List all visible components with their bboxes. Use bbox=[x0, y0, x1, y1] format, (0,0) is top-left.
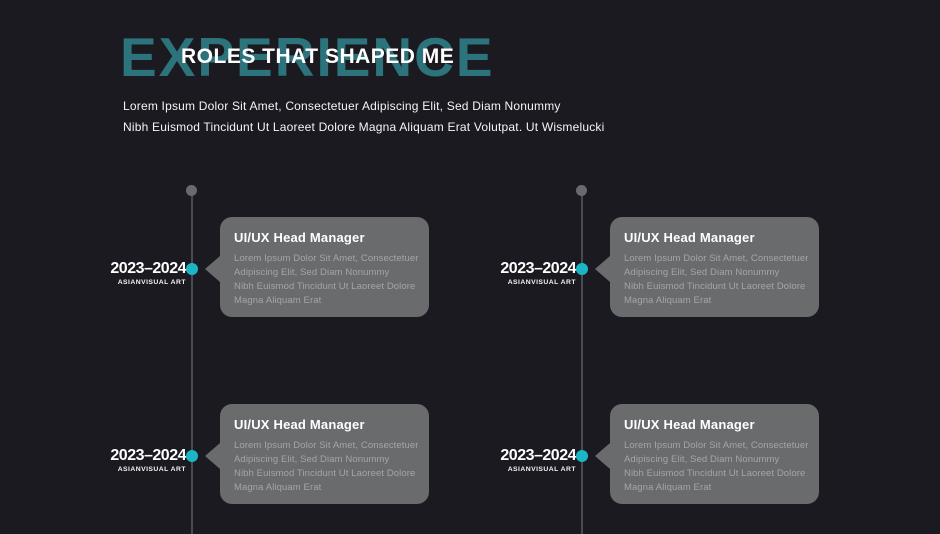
card-body-line: Nibh Euismod Tincidunt Ut Laoreet Dolore bbox=[624, 281, 806, 292]
entry-date-block: 2023–2024 ASIANVISUAL ART bbox=[36, 447, 186, 474]
card-title: UI/UX Head Manager bbox=[234, 230, 365, 245]
card-body-line: Adipiscing Elit, Sed Diam Nonummy bbox=[624, 267, 780, 278]
card-body-line: Lorem Ipsum Dolor Sit Amet, Consectetuer bbox=[234, 253, 419, 264]
entry-date-block: 2023–2024 ASIANVISUAL ART bbox=[426, 447, 576, 474]
card-body-line: Adipiscing Elit, Sed Diam Nonummy bbox=[234, 267, 390, 278]
timeline-start-dot-right bbox=[576, 185, 587, 196]
card-pointer bbox=[595, 256, 610, 282]
card-body-line: Magna Aliquam Erat bbox=[624, 482, 712, 493]
entry-date: 2023–2024 bbox=[110, 447, 186, 464]
card-pointer bbox=[595, 443, 610, 469]
timeline-marker-dot bbox=[576, 263, 588, 275]
subtitle-line-2: Nibh Euismod Tincidunt Ut Laoreet Dolore… bbox=[123, 119, 605, 134]
entry-organization: ASIANVISUAL ART bbox=[117, 466, 186, 473]
card-body-line: Magna Aliquam Erat bbox=[624, 295, 712, 306]
card-title: UI/UX Head Manager bbox=[234, 417, 365, 432]
experience-card: UI/UX Head Manager Lorem Ipsum Dolor Sit… bbox=[205, 217, 429, 317]
card-pointer bbox=[205, 256, 220, 282]
entry-date-block: 2023–2024 ASIANVISUAL ART bbox=[36, 260, 186, 287]
card-body-line: Magna Aliquam Erat bbox=[234, 295, 322, 306]
entry-date: 2023–2024 bbox=[500, 447, 576, 464]
page-subtitle: Lorem Ipsum Dolor Sit Amet, Consectetuer… bbox=[123, 96, 604, 137]
timeline-marker-dot bbox=[576, 450, 588, 462]
page-title-foreground: ROLES THAT SHAPED ME bbox=[181, 45, 455, 68]
timeline-marker-dot bbox=[186, 263, 198, 275]
timeline-line-left bbox=[191, 190, 193, 534]
card-title: UI/UX Head Manager bbox=[624, 230, 755, 245]
timeline-marker-dot bbox=[186, 450, 198, 462]
page-title-background: EXPERIENCE bbox=[120, 26, 495, 88]
entry-organization: ASIANVISUAL ART bbox=[117, 279, 186, 286]
card-body-line: Nibh Euismod Tincidunt Ut Laoreet Dolore bbox=[234, 281, 416, 292]
card-body-line: Nibh Euismod Tincidunt Ut Laoreet Dolore bbox=[624, 468, 806, 479]
card-pointer bbox=[205, 443, 220, 469]
experience-card: UI/UX Head Manager Lorem Ipsum Dolor Sit… bbox=[595, 404, 819, 504]
card-body-line: Adipiscing Elit, Sed Diam Nonummy bbox=[624, 454, 780, 465]
experience-card: UI/UX Head Manager Lorem Ipsum Dolor Sit… bbox=[595, 217, 819, 317]
card-title: UI/UX Head Manager bbox=[624, 417, 755, 432]
entry-date: 2023–2024 bbox=[110, 260, 186, 277]
timeline-line-right bbox=[581, 190, 583, 534]
card-body-line: Lorem Ipsum Dolor Sit Amet, Consectetuer bbox=[624, 440, 809, 451]
card-body-line: Adipiscing Elit, Sed Diam Nonummy bbox=[234, 454, 390, 465]
timeline-start-dot-left bbox=[186, 185, 197, 196]
card-body-line: Lorem Ipsum Dolor Sit Amet, Consectetuer bbox=[234, 440, 419, 451]
subtitle-line-1: Lorem Ipsum Dolor Sit Amet, Consectetuer… bbox=[123, 99, 561, 113]
entry-date: 2023–2024 bbox=[500, 260, 576, 277]
card-body-line: Nibh Euismod Tincidunt Ut Laoreet Dolore bbox=[234, 468, 416, 479]
entry-organization: ASIANVISUAL ART bbox=[507, 279, 576, 286]
experience-card: UI/UX Head Manager Lorem Ipsum Dolor Sit… bbox=[205, 404, 429, 504]
entry-date-block: 2023–2024 ASIANVISUAL ART bbox=[426, 260, 576, 287]
card-body-line: Magna Aliquam Erat bbox=[234, 482, 322, 493]
entry-organization: ASIANVISUAL ART bbox=[507, 466, 576, 473]
card-body-line: Lorem Ipsum Dolor Sit Amet, Consectetuer bbox=[624, 253, 809, 264]
